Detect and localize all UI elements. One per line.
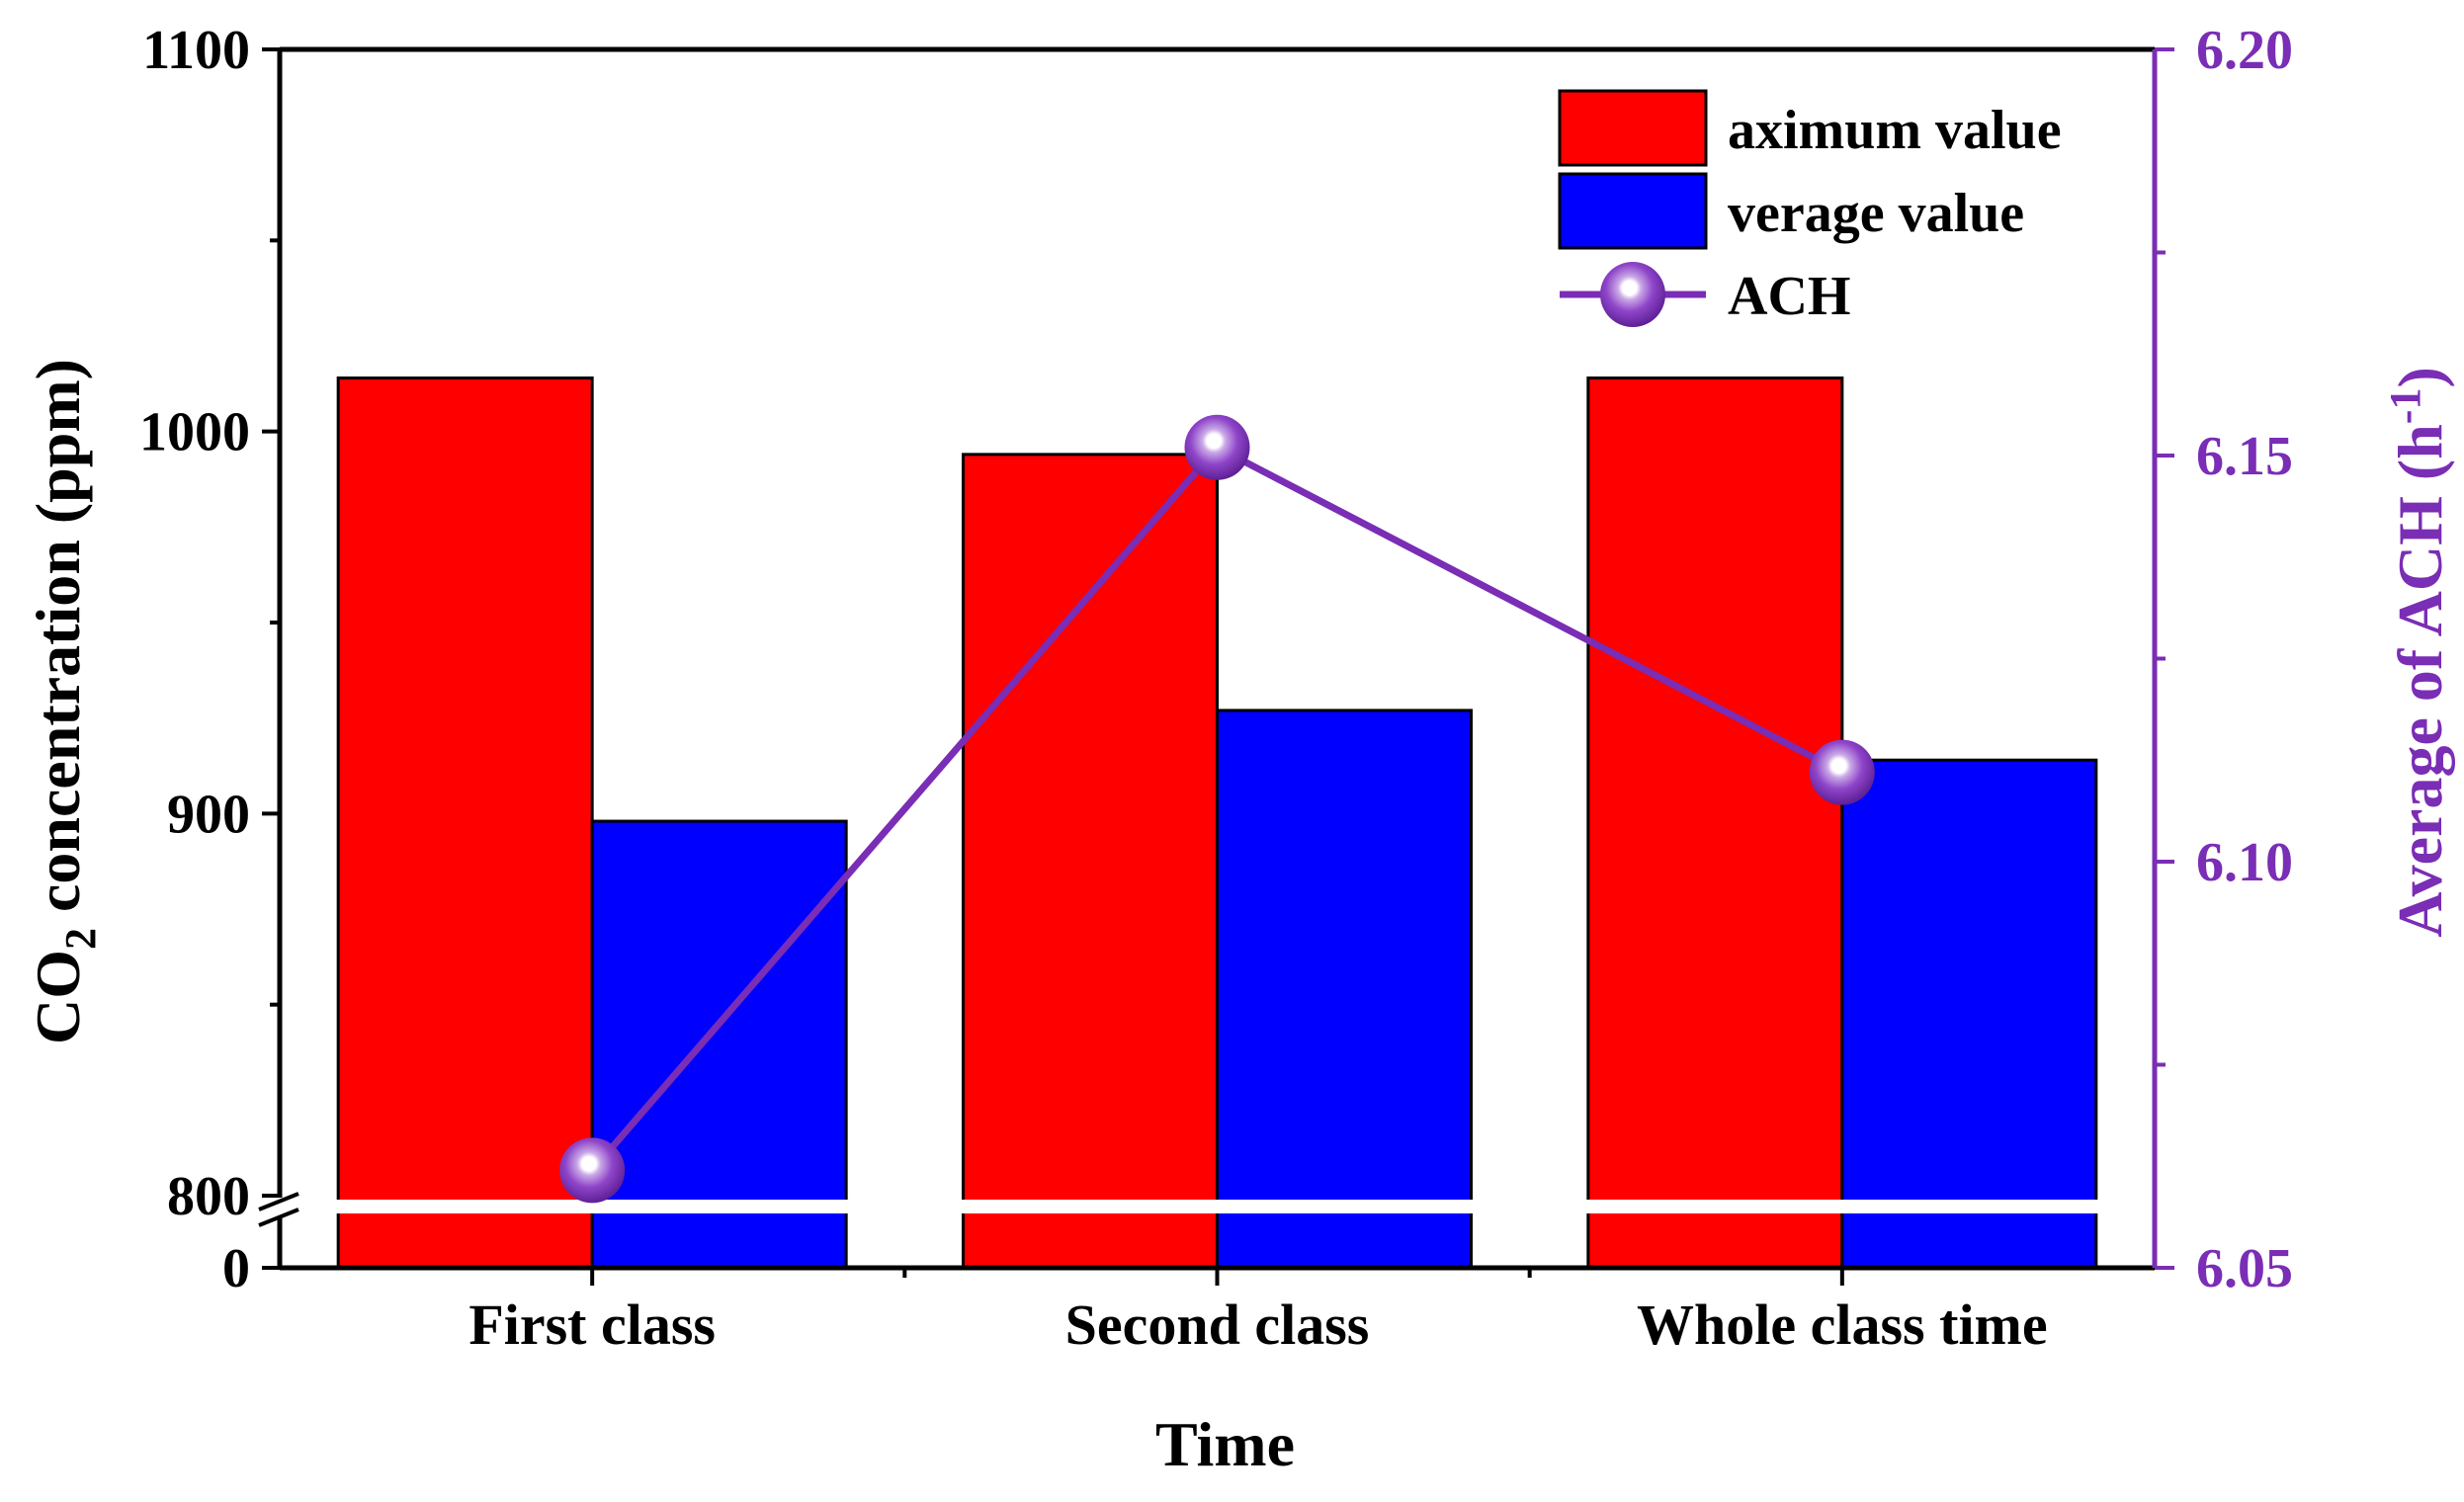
axis-break-layer xyxy=(237,1192,2150,1227)
ach-point xyxy=(1809,739,1875,805)
legend: aximum value verage value ACH xyxy=(1558,89,2062,327)
y-tick-label: 1100 xyxy=(142,20,250,81)
y-tick-label: 800 xyxy=(167,1166,250,1227)
bar-average xyxy=(1216,709,1473,1270)
y-tick-label: 0 xyxy=(222,1238,250,1299)
legend-label-average: verage value xyxy=(1728,183,2024,244)
y2-tick-label: 6.15 xyxy=(2196,426,2293,487)
legend-label-ach: ACH xyxy=(1728,266,1850,327)
axis-break-mark xyxy=(258,1192,299,1211)
y2-tick-label: 6.10 xyxy=(2196,832,2293,893)
x-tick-label: First class xyxy=(468,1293,716,1357)
legend-swatch-maximum xyxy=(1558,89,1708,167)
axes-layer: 1100 1000 900 800 0 6.05 6.10 6.15 6.20 First cla… xyxy=(23,20,2455,1479)
bar-maximum xyxy=(336,376,594,1270)
x-tick-label: Second class xyxy=(1065,1293,1370,1357)
axis-break-gap xyxy=(237,1200,2150,1213)
legend-marker-ach xyxy=(1600,262,1665,327)
bar-average xyxy=(590,819,848,1270)
bars-layer xyxy=(336,376,2098,1270)
y-tick-label: 900 xyxy=(167,784,250,845)
y2-axis-title: Average of ACH (h-1) xyxy=(2381,367,2455,938)
legend-swatch-average xyxy=(1558,172,1708,250)
x-tick-label: Whole class time xyxy=(1637,1293,2048,1357)
y-tick-label: 1000 xyxy=(139,402,250,463)
legend-label-maximum: aximum value xyxy=(1728,100,2062,161)
x-axis-title: Time xyxy=(1155,1409,1295,1479)
y-axis-title: CO2 concentration (ppm) xyxy=(23,359,105,1044)
bar-average xyxy=(1840,758,2098,1270)
y2-tick-label: 6.05 xyxy=(2196,1238,2293,1299)
y2-tick-label: 6.20 xyxy=(2196,20,2293,81)
bar-maximum xyxy=(962,453,1219,1270)
ach-point xyxy=(559,1137,626,1204)
ach-point xyxy=(1184,414,1250,480)
bar-maximum xyxy=(1586,376,1844,1270)
ach-line-layer xyxy=(559,414,1875,1204)
